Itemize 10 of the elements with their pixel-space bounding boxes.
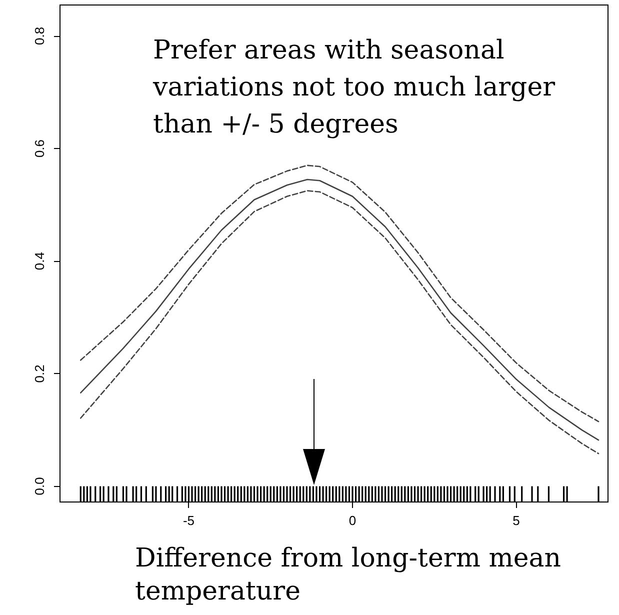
x-tick-label: 5 [512,513,520,528]
y-tick-label: 0.8 [32,26,47,45]
y-tick-label: 0.4 [32,252,47,270]
x-axis-title: Difference from long-term mean temperature [135,544,570,606]
y-tick-label: 0.6 [32,139,47,158]
x-tick-label: -5 [182,513,195,528]
x-tick-label: 0 [348,513,356,528]
annotation: Prefer areas with seasonal variations not too much larger than +/- 5 degrees [152,36,564,140]
y-tick-label: 0.0 [32,477,47,496]
y-tick-label: 0.2 [32,364,47,383]
